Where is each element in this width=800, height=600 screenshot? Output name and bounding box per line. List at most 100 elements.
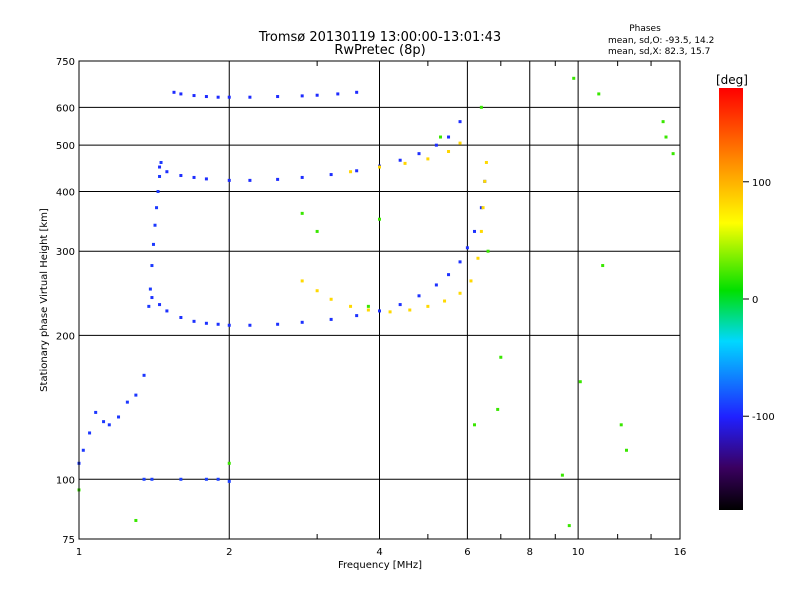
data-point: [227, 461, 231, 465]
data-point: [159, 160, 163, 164]
data-point: [151, 242, 155, 246]
data-point: [142, 477, 146, 481]
data-point: [366, 304, 370, 308]
data-point: [227, 95, 231, 99]
data-point: [153, 223, 157, 227]
data-point: [408, 308, 412, 312]
data-point: [476, 256, 480, 260]
y-tick-label: 500: [56, 141, 75, 152]
x-axis-label: Frequency [MHz]: [338, 560, 422, 571]
data-point: [567, 524, 571, 528]
data-point: [378, 309, 381, 313]
data-point: [134, 518, 138, 522]
data-point: [572, 76, 576, 80]
data-point: [150, 264, 154, 268]
data-point: [472, 423, 476, 427]
data-point: [276, 322, 280, 326]
data-point: [469, 279, 473, 283]
y-tick-label: 75: [62, 535, 75, 546]
data-point: [204, 321, 208, 325]
data-point: [315, 289, 319, 293]
data-point: [378, 217, 381, 221]
data-point: [227, 178, 231, 182]
data-point: [300, 94, 304, 98]
data-point: [355, 169, 359, 173]
data-point: [315, 93, 319, 97]
data-point: [329, 173, 333, 177]
data-point: [619, 423, 623, 427]
data-point: [172, 90, 176, 94]
data-point: [248, 178, 252, 182]
data-point: [276, 177, 280, 181]
colorbar: [719, 88, 743, 510]
data-point: [204, 177, 208, 181]
colorbar-ticks: 100 0 -100: [743, 178, 775, 423]
colorbar-tick-label: 100: [752, 178, 771, 189]
data-points: [77, 76, 675, 528]
x-tick-labels: 1 2 4 6 8 10 16: [76, 547, 687, 558]
data-point: [94, 410, 98, 414]
data-point: [484, 160, 488, 164]
x-tick-label: 6: [464, 547, 470, 558]
data-point: [426, 304, 430, 308]
x-tick-label: 8: [527, 547, 533, 558]
y-tick-label: 400: [56, 187, 75, 198]
data-point: [107, 423, 111, 427]
data-point: [388, 310, 392, 314]
y-tick-label: 200: [56, 331, 75, 342]
data-point: [479, 206, 483, 210]
data-point: [447, 273, 451, 277]
data-point: [81, 448, 85, 452]
data-point: [150, 296, 154, 300]
data-point: [315, 229, 319, 233]
data-point: [496, 407, 500, 411]
x-tick-label: 4: [376, 547, 382, 558]
data-point: [300, 211, 304, 215]
data-point: [417, 152, 421, 156]
data-point: [179, 315, 183, 319]
data-point: [479, 229, 483, 233]
data-point: [597, 92, 601, 96]
data-point: [204, 477, 208, 481]
data-point: [125, 400, 129, 404]
data-point: [204, 95, 208, 99]
data-point: [192, 175, 196, 179]
data-point: [661, 120, 665, 124]
data-point: [158, 174, 162, 178]
data-point: [355, 90, 359, 94]
data-point: [434, 283, 438, 287]
data-point: [601, 264, 605, 268]
data-point: [329, 297, 333, 301]
data-point: [499, 355, 503, 359]
data-point: [403, 161, 407, 165]
data-point: [329, 317, 333, 321]
data-point: [483, 179, 487, 183]
data-point: [349, 304, 353, 308]
data-point: [248, 323, 252, 327]
data-point: [300, 175, 304, 179]
data-point: [447, 149, 451, 153]
data-point: [479, 105, 483, 109]
x-tick-label: 16: [674, 547, 687, 558]
data-point: [192, 94, 196, 98]
phase-info-x: mean, sd,X: 82.3, 15.7: [608, 47, 710, 57]
data-point: [102, 420, 106, 424]
colorbar-tick-label: -100: [752, 412, 775, 423]
data-point: [179, 174, 183, 178]
y-tick-label: 100: [56, 475, 75, 486]
data-point: [147, 304, 151, 308]
data-point: [165, 309, 169, 313]
data-point: [426, 157, 430, 161]
data-point: [378, 165, 381, 169]
data-point: [179, 92, 183, 96]
data-point: [300, 320, 304, 324]
data-point: [349, 170, 353, 174]
data-point: [398, 158, 402, 162]
data-point: [366, 308, 370, 312]
data-point: [481, 206, 485, 210]
plot-frame: [78, 60, 681, 540]
chart-subtitle: RwPretec (8p): [334, 43, 425, 58]
data-point: [458, 260, 462, 264]
data-point: [624, 448, 628, 452]
chart-title: Tromsø 20130119 13:00:00-13:01:43: [258, 30, 501, 45]
